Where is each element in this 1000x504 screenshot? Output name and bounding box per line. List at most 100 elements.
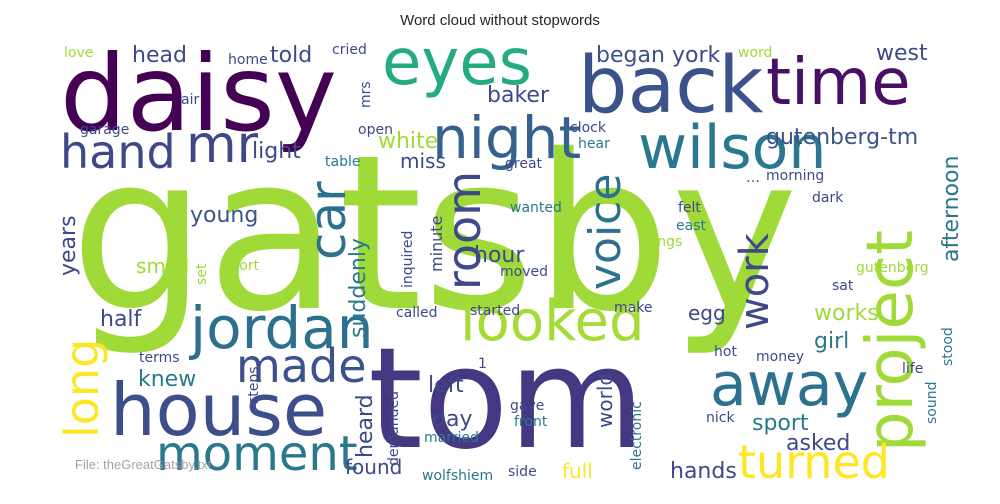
word-york: york (672, 43, 721, 68)
chart-title: Word cloud without stopwords (400, 12, 600, 29)
word-set: set (194, 263, 210, 285)
word-turned: turned (738, 435, 890, 489)
word-moment: moment (156, 426, 358, 482)
word-eyes: eyes (382, 26, 532, 100)
word-years: years (56, 215, 81, 276)
word-demanded: demanded (386, 391, 402, 466)
word-things: things (639, 234, 682, 250)
word-gatsby: gatsby (70, 108, 798, 359)
word-terms: terms (139, 350, 180, 366)
word-east: east (676, 218, 706, 234)
word-1: 1 (478, 356, 487, 372)
word-car: car (299, 181, 357, 260)
word-hand: hand (60, 125, 176, 179)
word-head: head (132, 43, 187, 68)
word-knew: knew (138, 367, 196, 392)
word-project: project (854, 230, 928, 452)
word-side: side (508, 464, 537, 480)
word-wilson: wilson (638, 113, 826, 183)
word-back: back (578, 41, 763, 131)
word-home: home (228, 52, 268, 68)
word-electronic: electronic (629, 401, 645, 470)
word-baker: baker (487, 83, 550, 108)
word-hot: hot (714, 344, 737, 360)
word-house: house (110, 368, 327, 452)
word-married: married (424, 430, 479, 446)
word-work: work (732, 232, 778, 330)
word-suddenly: suddenly (346, 238, 371, 338)
word-long: long (55, 339, 109, 438)
word-daisy: daisy (60, 33, 337, 155)
word-word: word (738, 45, 772, 61)
word-girl: girl (814, 329, 849, 354)
word-light: light (252, 139, 301, 164)
word-hear: hear (578, 136, 610, 152)
word-make: make (614, 300, 652, 316)
word-heard: heard (353, 394, 378, 458)
word-stood: stood (940, 327, 956, 366)
word-air: air (181, 92, 199, 108)
word-table: table (325, 154, 360, 170)
word-nick: nick (706, 410, 735, 426)
word-room: room (437, 171, 491, 290)
word-started: started (470, 303, 520, 319)
word-jordan: jordan (188, 294, 374, 362)
word-small: small (136, 254, 189, 278)
word-moved: moved (500, 264, 548, 280)
file-label: File: theGreatGatsby.txt (75, 457, 212, 472)
word-hands: hands (670, 459, 737, 484)
word-wolfshiem: wolfshiem (422, 468, 493, 484)
word-called: called (396, 305, 438, 321)
word-sound: sound (924, 382, 940, 425)
word-steps: steps (246, 366, 262, 404)
word-day: day (432, 407, 472, 432)
word-young: young (190, 203, 258, 228)
word-afternoon: afternoon (939, 156, 964, 262)
word-ellipsis: … (746, 170, 760, 186)
word-gave: gave (510, 398, 544, 414)
word-voice: voice (580, 174, 631, 290)
word-began: began (596, 43, 665, 68)
word-full: full (562, 459, 593, 483)
word-gutenberg: gutenberg (856, 260, 929, 276)
word-found: found (345, 455, 402, 479)
word-time: time (766, 46, 911, 120)
word-felt: felt (678, 200, 701, 216)
word-west: west (876, 41, 928, 66)
word-mr: mr (186, 115, 259, 175)
word-hour: hour (474, 243, 525, 268)
word-world: world (593, 373, 617, 428)
word-white: white (378, 129, 438, 154)
word-wanted: wanted (510, 200, 562, 216)
word-miss: miss (400, 149, 446, 173)
word-inquired: inquired (400, 231, 416, 288)
word-gutenberg-tm: gutenberg-tm (766, 125, 918, 150)
word-works: works (814, 301, 879, 326)
word-asked: asked (786, 431, 850, 456)
word-told: told (270, 43, 312, 68)
word-made: made (236, 339, 367, 393)
word-dark: dark (812, 190, 844, 206)
word-night: night (432, 104, 581, 172)
word-sat: sat (832, 278, 854, 294)
word-looked: looked (460, 289, 645, 354)
word-clock: clock (570, 120, 607, 136)
word-minute: minute (427, 216, 446, 272)
word-half: half (100, 307, 143, 332)
word-morning: morning (766, 168, 824, 184)
word-away: away (710, 350, 868, 420)
word-garage: garage (80, 122, 129, 138)
word-love: love (64, 45, 93, 61)
word-sort: sort (232, 258, 260, 274)
word-egg: egg (688, 301, 726, 325)
word-open: open (358, 122, 393, 138)
word-cried: cried (332, 42, 367, 58)
word-great: great (505, 156, 543, 172)
word-life: life (902, 361, 923, 377)
word-left: left (428, 373, 464, 398)
word-front: front (514, 414, 548, 430)
word-tom: tom (368, 318, 645, 481)
word-money: money (756, 349, 804, 365)
